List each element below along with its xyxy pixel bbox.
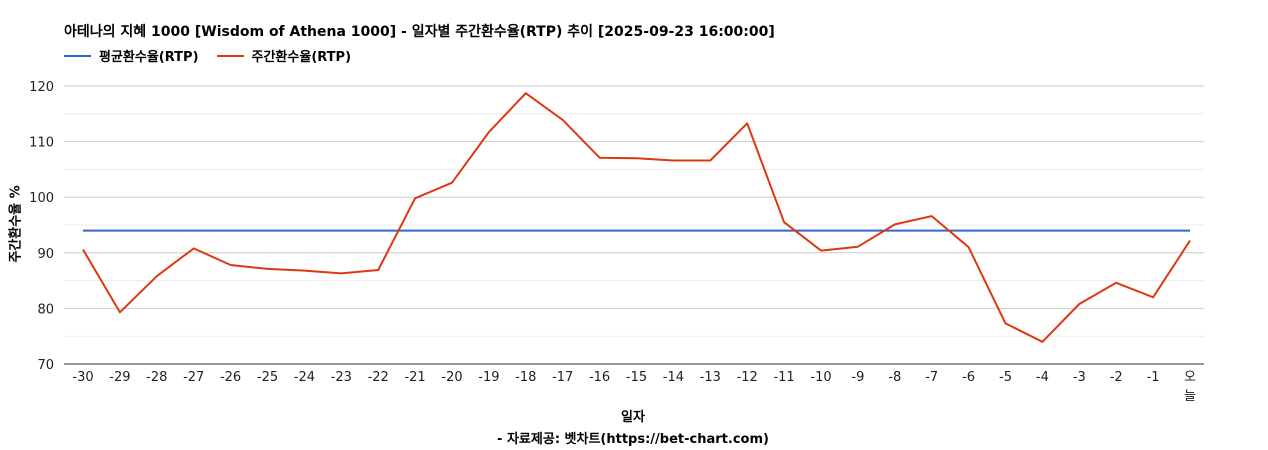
x-tick-label: -15 <box>626 370 647 385</box>
y-axis-title: 주간환수율 % <box>8 185 24 263</box>
x-tick-labels: -30 -29 -28 -27 -26 -25 -24 -23 -22 -21 -20 -19 -18 -… <box>72 370 1196 404</box>
y-tick-label: 120 <box>29 80 54 95</box>
legend-item-average[interactable]: 평균환수율(RTP) <box>64 46 199 65</box>
x-tick-label: -4 <box>1036 370 1049 385</box>
x-tick-label: -9 <box>851 370 864 385</box>
legend-label-average: 평균환수율(RTP) <box>99 50 199 65</box>
x-tick-label: -1 <box>1147 370 1160 385</box>
y-tick-label: 90 <box>37 247 54 262</box>
legend-swatch-average <box>64 54 91 57</box>
x-tick-label: -2 <box>1110 370 1123 385</box>
x-tick-label: -30 <box>72 370 93 385</box>
x-tick-label: -17 <box>552 370 573 385</box>
x-tick-label: -16 <box>589 370 610 385</box>
x-tick-label: -5 <box>999 370 1012 385</box>
series-layer <box>82 92 1191 343</box>
x-axis-title: 일자 <box>621 410 645 425</box>
source-note: - 자료제공: 벳차트(https://bet-chart.com) <box>497 432 769 447</box>
y-tick-label: 70 <box>37 358 54 373</box>
x-tick-label: -7 <box>925 370 938 385</box>
x-tick-label: -12 <box>737 370 758 385</box>
y-tick-label: 80 <box>37 302 54 317</box>
y-tick-label: 110 <box>29 136 54 151</box>
x-tick-label: -29 <box>109 370 130 385</box>
series-line-weekly[interactable] <box>82 92 1191 343</box>
legend-item-weekly[interactable]: 주간환수율(RTP) <box>216 46 352 65</box>
x-tick-label: -18 <box>515 370 536 385</box>
x-tick-label: -24 <box>294 370 315 385</box>
x-tick-label: -10 <box>810 370 831 385</box>
x-tick-label: -28 <box>146 370 167 385</box>
x-tick-label: -27 <box>183 370 204 385</box>
x-tick-label: -26 <box>220 370 241 385</box>
x-tick-label: -21 <box>404 370 425 385</box>
chart-title: 아테나의 지혜 1000 [Wisdom of Athena 1000] - 일… <box>64 24 775 40</box>
x-tick-label: -20 <box>441 370 462 385</box>
x-tick-label: -8 <box>888 370 901 385</box>
x-tick-label: -6 <box>962 370 975 385</box>
x-tick-label: -13 <box>700 370 721 385</box>
y-tick-labels: 70 80 90 100 110 120 <box>29 80 54 373</box>
legend-label-weekly: 주간환수율(RTP) <box>251 50 352 65</box>
x-tick-label: -19 <box>478 370 499 385</box>
legend-swatch-weekly <box>216 54 244 57</box>
x-tick-label: -3 <box>1073 370 1086 385</box>
x-tick-label: -23 <box>331 370 352 385</box>
x-tick-label: -11 <box>773 370 794 385</box>
x-tick-label: -25 <box>257 370 278 385</box>
x-tick-label: -14 <box>663 370 684 385</box>
legend: 평균환수율(RTP) 주간환수율(RTP) <box>64 46 369 65</box>
grid-layer <box>64 85 1204 365</box>
y-tick-label: 100 <box>29 191 54 206</box>
x-tick-label: -22 <box>368 370 389 385</box>
